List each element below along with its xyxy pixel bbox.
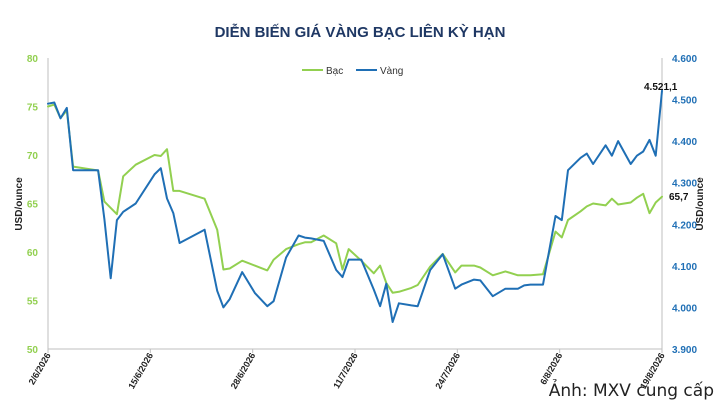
left-y-ticks: 50 55 60 65 70 75 80	[27, 54, 39, 356]
right-tick-label: 4.600	[672, 54, 697, 65]
x-tick-label: 28/6/2026	[229, 351, 258, 391]
left-tick-label: 80	[27, 54, 39, 65]
series-line-bac	[47, 103, 663, 294]
right-tick-label: 4.300	[672, 179, 697, 190]
left-tick-label: 60	[27, 248, 39, 259]
x-tick-label: 15/6/2026	[126, 351, 155, 391]
legend-label-vang: Vàng	[380, 66, 403, 77]
right-y-ticks: 3.900 4.000 4.100 4.200 4.300 4.400 4.500 4.600	[672, 54, 697, 356]
right-tick-label: 4.400	[672, 137, 697, 148]
left-axis-label: USD/ounce	[14, 177, 25, 231]
left-tick-label: 75	[27, 103, 39, 114]
annotation-gold-last: 4.521,1	[644, 82, 678, 93]
right-tick-label: 4.000	[672, 303, 697, 314]
legend-label-bac: Bạc	[326, 66, 343, 77]
series-group	[47, 89, 663, 323]
right-axis-label: USD/ounce	[695, 177, 706, 231]
right-tick-label: 3.900	[672, 345, 697, 356]
x-tick-label: 2/6/2026	[27, 351, 53, 386]
photo-credit: Ảnh: MXV cung cấp	[548, 381, 714, 401]
left-tick-label: 70	[27, 151, 39, 162]
legend: Bạc Vàng	[302, 66, 403, 77]
right-tick-label: 4.200	[672, 220, 697, 231]
x-tick-label: 11/7/2026	[331, 351, 359, 390]
left-tick-label: 55	[27, 297, 39, 308]
right-tick-label: 4.100	[672, 262, 697, 273]
chart-title: DIỄN BIẾN GIÁ VÀNG BẠC LIÊN KỲ HẠN	[214, 24, 506, 41]
series-line-vang	[47, 89, 663, 323]
left-tick-label: 50	[27, 345, 39, 356]
annotation-silver-last: 65,7	[669, 192, 689, 203]
right-tick-label: 4.500	[672, 96, 697, 107]
left-tick-label: 65	[27, 200, 39, 211]
x-tick-label: 24/7/2026	[433, 351, 462, 391]
